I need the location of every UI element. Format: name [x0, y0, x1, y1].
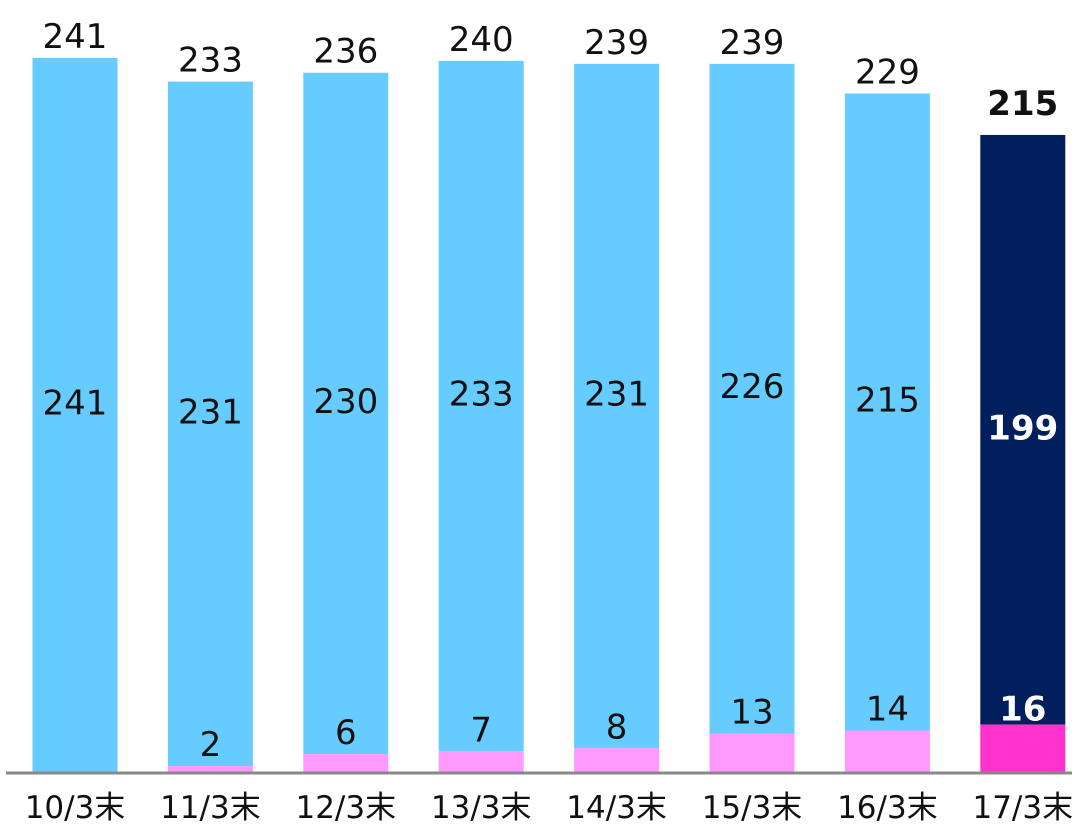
segment-label-bottom: 6 — [335, 713, 357, 753]
bar-segment-top — [303, 72, 389, 755]
bar-segment-bottom — [167, 766, 253, 772]
bar-segment-top — [844, 93, 930, 731]
x-tick-label: 11/3末 — [160, 790, 261, 826]
x-tick-label: 16/3末 — [837, 790, 938, 826]
bar-segment-top — [574, 63, 660, 749]
segment-label-top: 241 — [43, 383, 108, 423]
segment-label-bottom: 16 — [999, 690, 1046, 730]
x-tick-label: 13/3末 — [431, 790, 532, 826]
total-label: 240 — [449, 20, 514, 60]
segment-label-top: 199 — [987, 408, 1058, 448]
segment-label-bottom: 13 — [730, 692, 773, 732]
x-tick-label: 15/3末 — [702, 790, 803, 826]
bar-segment-bottom — [844, 730, 930, 772]
total-label: 229 — [855, 52, 920, 92]
total-label: 239 — [720, 23, 785, 63]
segment-label-top: 231 — [584, 375, 649, 415]
bar-segment-bottom — [709, 733, 795, 772]
segment-label-top: 215 — [855, 380, 920, 420]
bar-segment-top — [167, 81, 253, 767]
total-label: 239 — [584, 23, 649, 63]
segment-label-bottom: 8 — [606, 707, 628, 747]
segment-label-bottom: 2 — [200, 725, 222, 765]
segment-label-top: 233 — [449, 375, 514, 415]
total-label: 241 — [43, 17, 108, 57]
bar-segment-bottom — [303, 754, 389, 772]
segment-label-top: 226 — [720, 367, 785, 407]
x-tick-label: 14/3末 — [566, 790, 667, 826]
total-label: 236 — [313, 32, 378, 72]
bar-segment-bottom — [438, 751, 524, 772]
bar-segment-bottom — [980, 724, 1066, 772]
bar-segment-top — [438, 60, 524, 752]
x-tick-label: 17/3末 — [972, 790, 1073, 826]
bar-segment-top — [32, 57, 118, 773]
total-label: 215 — [987, 84, 1058, 124]
x-tick-label: 10/3末 — [25, 790, 126, 826]
bar-segment-top — [980, 134, 1066, 725]
x-tick-label: 12/3末 — [295, 790, 396, 826]
segment-label-top: 231 — [178, 392, 243, 432]
total-label: 233 — [178, 41, 243, 81]
bar-segment-bottom — [574, 748, 660, 772]
bar-segment-top — [709, 63, 795, 734]
segment-label-bottom: 14 — [866, 690, 909, 730]
segment-label-top: 230 — [313, 382, 378, 422]
segment-label-bottom: 7 — [470, 710, 492, 750]
